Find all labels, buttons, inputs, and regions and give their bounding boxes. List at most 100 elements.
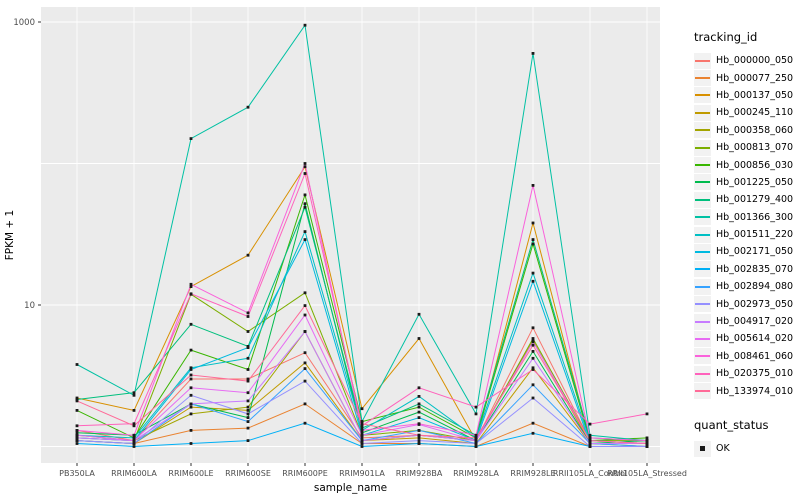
data-point <box>360 436 364 440</box>
legend-item: Hb_000813_070 <box>694 139 800 156</box>
x-tick-label: RRIM901LA <box>339 469 385 478</box>
legend-line-swatch <box>695 164 710 167</box>
legend-key-line-icon <box>694 52 711 69</box>
data-point <box>303 205 307 209</box>
data-point <box>531 343 535 347</box>
legend-label: Hb_001511_220 <box>716 229 794 241</box>
data-point <box>246 368 250 371</box>
data-point <box>417 410 421 414</box>
legend-line-swatch <box>695 320 710 323</box>
legend-item: Hb_002171_050 <box>694 243 800 260</box>
data-point <box>474 412 478 416</box>
data-point <box>360 424 364 428</box>
y-tick-label: 1000 <box>13 18 35 28</box>
legend-label: Hb_005614_020 <box>716 333 794 345</box>
data-point <box>360 442 364 445</box>
legend-label: Hb_001225_050 <box>716 176 794 188</box>
data-point <box>645 412 649 416</box>
legend-key-line-icon <box>694 261 711 278</box>
data-point <box>360 439 364 442</box>
legend-items-tracking: Hb_000000_050 Hb_000077_250 Hb_000137_050 H… <box>694 52 800 400</box>
legend-line-swatch <box>695 268 710 271</box>
data-point <box>303 313 307 317</box>
legend-item: Hb_004917_020 <box>694 313 800 330</box>
data-point <box>132 391 136 395</box>
data-point <box>417 416 421 419</box>
x-tick-label: RRIM600LA <box>111 469 157 478</box>
data-point <box>531 279 535 283</box>
data-point <box>417 429 421 432</box>
data-point <box>246 377 250 381</box>
x-tick-label: PB350LA <box>59 469 95 478</box>
data-point <box>588 422 592 426</box>
data-point <box>189 402 193 406</box>
x-axis-title: sample_name <box>314 482 387 494</box>
data-point <box>303 304 307 307</box>
data-point <box>588 433 592 437</box>
legend-label: Hb_000000_050 <box>716 55 794 67</box>
x-tick-label: RRIM928LE <box>510 469 555 478</box>
data-point <box>75 429 79 432</box>
data-point <box>246 253 250 257</box>
x-tick-label: RRII105LA_Stressed <box>607 469 687 478</box>
data-point <box>75 424 79 428</box>
data-point <box>417 312 421 316</box>
legend-item: Hb_001225_050 <box>694 174 800 191</box>
legend-line-swatch <box>695 129 710 132</box>
legend-key-line-icon <box>694 104 711 121</box>
data-point <box>132 424 136 428</box>
legend-line-swatch <box>695 59 710 62</box>
legend-title-quant-status: quant_status <box>694 417 769 432</box>
data-point <box>189 405 193 409</box>
legend-key-line-icon <box>694 174 711 191</box>
legend-key-line-icon <box>694 122 711 139</box>
data-point <box>75 431 79 435</box>
data-point <box>417 442 421 445</box>
legend-line-swatch <box>695 355 710 358</box>
legend-key-line-icon <box>694 243 711 260</box>
legend-line-swatch <box>695 337 710 340</box>
data-point <box>588 442 592 445</box>
x-tick-label: RRIM928LA <box>453 469 499 478</box>
legend-key-line-icon <box>694 70 711 87</box>
legend-line-swatch <box>695 216 710 219</box>
y-tick-label: 10 <box>24 301 35 311</box>
legend-label: Hb_000077_250 <box>716 72 794 84</box>
data-point <box>417 337 421 340</box>
legend-item: Hb_008461_060 <box>694 348 800 365</box>
data-point <box>474 436 478 440</box>
legend-line-swatch <box>695 146 710 149</box>
data-point <box>531 238 535 241</box>
legend-label: Hb_001279_400 <box>716 194 794 206</box>
data-point <box>474 442 478 445</box>
data-point <box>132 393 136 397</box>
legend-label: Hb_000813_070 <box>716 142 794 154</box>
legend-item: Hb_000856_030 <box>694 156 800 174</box>
data-point <box>303 379 307 383</box>
data-point <box>189 285 193 288</box>
data-point <box>531 383 535 387</box>
legend-line-swatch <box>695 285 710 288</box>
data-point <box>531 52 535 55</box>
data-point <box>246 379 250 383</box>
legend-label: Hb_000137_050 <box>716 89 794 101</box>
data-point <box>246 420 250 423</box>
data-point <box>246 391 250 395</box>
legend-key-line-icon <box>694 365 711 382</box>
data-point <box>303 23 307 27</box>
data-point <box>75 396 79 400</box>
x-tick-label: RRIM600SE <box>225 469 271 478</box>
data-point <box>303 165 307 169</box>
data-point <box>588 436 592 440</box>
x-tick-label: RRIM600PE <box>282 469 328 478</box>
data-point <box>531 368 535 371</box>
legend-label-ok: OK <box>716 443 730 454</box>
legend-item: Hb_001366_300 <box>694 209 800 226</box>
data-point <box>303 238 307 241</box>
legend-item: Hb_002835_070 <box>694 261 800 278</box>
legend-item: Hb_000358_060 <box>694 122 800 139</box>
data-point <box>360 422 364 426</box>
data-point <box>531 421 535 425</box>
data-point <box>189 322 193 326</box>
